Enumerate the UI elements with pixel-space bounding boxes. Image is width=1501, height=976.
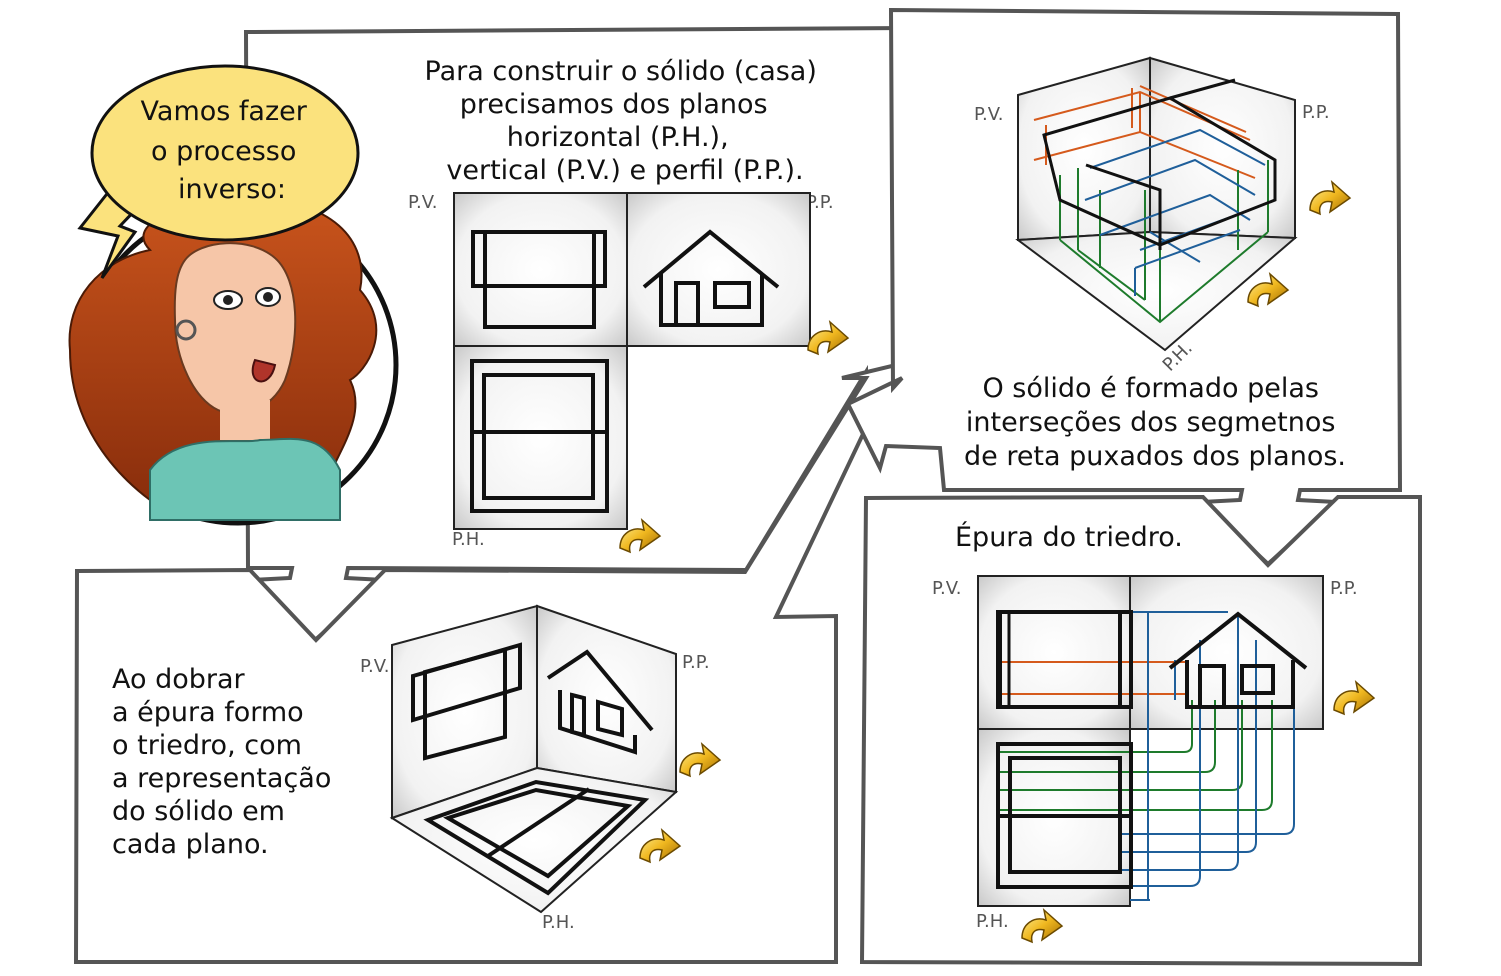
side-view-house — [546, 649, 654, 755]
pv-label: P.V. — [360, 656, 390, 677]
panel-bottom-right: Épura do triedro. P.V. P.P. P.H. — [859, 494, 1422, 967]
pp-plane — [626, 192, 811, 347]
top-view-drawing — [996, 742, 1133, 889]
panel-bottom-left: Ao dobrar a épura formo o triedro, com a… — [73, 361, 903, 964]
pv-plane — [453, 192, 628, 347]
epura-projection-lines — [1000, 611, 1295, 901]
panel-top-caption: Para construir o sólido (casa) precisamo… — [425, 56, 826, 186]
pp-label: P.P. — [806, 192, 834, 213]
panel-bottom-left-caption: Ao dobrar a épura formo o triedro, com a… — [112, 664, 340, 860]
pv-label: P.V. — [974, 104, 1004, 125]
pv-plane — [977, 575, 1131, 730]
front-view-drawing — [996, 610, 1133, 709]
panel-top: Para construir o sólido (casa) precisamo… — [243, 25, 919, 643]
pp-label: P.P. — [1330, 578, 1358, 599]
front-view-drawing — [471, 230, 607, 329]
side-view-house — [1168, 611, 1308, 709]
ph-label: P.H. — [452, 529, 485, 550]
pp-plane — [1129, 575, 1324, 730]
pv-label: P.V. — [932, 578, 962, 599]
pp-label: P.P. — [682, 652, 710, 673]
front-view-drawing — [411, 642, 522, 761]
panel-bottom-right-caption: Épura do triedro. — [955, 521, 1183, 553]
speech-bubble-text: Vamos fazer o processo inverso: — [141, 96, 316, 205]
top-view-drawing — [423, 779, 650, 896]
ph-label: P.H. — [542, 912, 575, 933]
ph-label: P.H. — [976, 911, 1009, 932]
panel-top-right: P.V. P.P. P.H. O sólido é formado pelas … — [845, 7, 1403, 567]
woman-avatar-icon — [68, 198, 399, 526]
top-view-drawing — [470, 359, 609, 513]
pv-label: P.V. — [408, 192, 438, 213]
speech-bubble-icon: Vamos fazer o processo inverso: — [77, 64, 360, 279]
solid-construction-lines — [1033, 78, 1277, 324]
pp-label: P.P. — [1302, 102, 1330, 123]
side-view-house — [642, 229, 780, 327]
panel-top-right-caption: O sólido é formado pelas interseções dos… — [964, 373, 1346, 472]
